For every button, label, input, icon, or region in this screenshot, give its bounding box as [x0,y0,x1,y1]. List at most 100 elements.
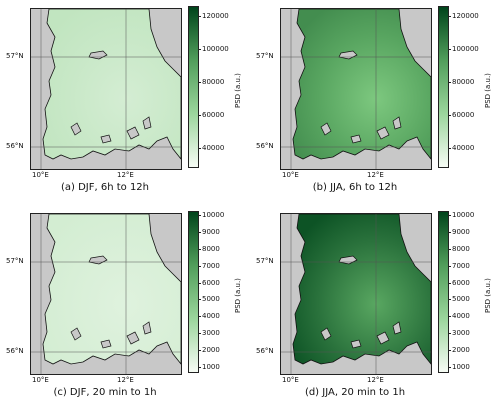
panel-d: 57°N 56°N 10°E 12°E (d) JJA, 20 min to 1h 100… [250,205,500,407]
colorbar [188,6,199,168]
island-4 [100,134,112,144]
colorbar-tick-label: 80000 [452,78,475,86]
colorbar-tick-mark [198,82,201,83]
colorbar-tick-label: 1000 [202,363,220,371]
map-frame [30,213,182,375]
lon-label: 10°E [32,171,49,179]
colorbar-tick-label: 40000 [202,144,225,152]
map-plot [281,9,431,169]
colorbar-tick-mark [448,265,451,267]
colorbar-label: PSD (a.u.) [484,278,492,313]
colorbar-tick-label: 6000 [452,278,470,287]
colorbar-tick-mark [198,316,201,318]
colorbar-tick-label: 6000 [202,278,220,287]
panel-c: 57°N 56°N 10°E 12°E (c) DJF, 20 min to 1h 100… [0,205,250,407]
lat-label: 56°N [6,347,24,355]
map-frame [280,213,432,375]
colorbar-tick-label: 4000 [202,312,220,321]
island-3 [392,321,402,335]
colorbar-tick-mark [198,115,201,116]
colorbar-tick-mark [198,299,201,301]
map-frame [30,8,182,170]
panel-caption: (c) DJF, 20 min to 1h [53,387,157,398]
colorbar-tick-mark [198,231,201,233]
colorbar-tick-label: 100000 [452,45,479,53]
lat-label: 57°N [6,52,24,60]
island-1 [70,327,82,341]
island-1 [320,327,332,341]
colorbar-tick-label: 8000 [452,244,470,253]
island-3 [392,116,402,130]
lon-label: 10°E [282,376,299,384]
colorbar-tick-mark [448,333,451,335]
colorbar-tick-label: 8000 [202,244,220,253]
lat-label: 56°N [256,142,274,150]
colorbar-tick-label: 3000 [202,329,220,338]
colorbar-tick-label: 5000 [202,295,220,304]
panel-b: 57°N 56°N 10°E 12°E (b) JJA, 6h to 12h 120000… [250,0,500,200]
colorbar-tick-mark [448,82,451,83]
island-4 [100,339,112,349]
island-3 [142,116,152,130]
panel-a: 57°N 56°N 10°E 12°E (a) DJF, 6h to 12h 120000… [0,0,250,200]
colorbar-tick-mark [448,49,451,50]
colorbar-tick-mark [198,333,201,335]
lon-label: 12°E [117,171,134,179]
lat-label: 56°N [256,347,274,355]
colorbar-tick-label: 10000 [202,211,225,219]
panel-caption: (d) JJA, 20 min to 1h [304,387,406,398]
island-2 [376,331,390,345]
colorbar-label: PSD (a.u.) [234,73,242,108]
colorbar-tick-mark [448,282,451,284]
island-3 [142,321,152,335]
lat-label: 57°N [6,257,24,265]
colorbar-tick-mark [448,248,451,250]
colorbar-tick-label: 120000 [202,12,229,20]
colorbar-tick-mark [198,248,201,250]
colorbar-tick-label: 80000 [202,78,225,86]
colorbar-tick-mark [198,367,201,368]
map-plot [281,214,431,374]
colorbar-tick-label: 5000 [452,295,470,304]
colorbar-tick-label: 3000 [452,329,470,338]
colorbar-label: PSD (a.u.) [234,278,242,313]
island-4 [350,134,362,144]
colorbar-tick-label: 60000 [452,111,475,119]
map-plot [31,214,181,374]
colorbar-tick-label: 7000 [452,261,470,270]
island-2 [126,126,140,140]
colorbar-tick-mark [198,282,201,284]
lat-label: 57°N [256,257,274,265]
colorbar-tick-mark [448,115,451,116]
island-2 [126,331,140,345]
colorbar-tick-label: 9000 [202,227,220,236]
colorbar-tick-label: 4000 [452,312,470,321]
colorbar [188,211,199,373]
colorbar-tick-mark [198,265,201,267]
colorbar-tick-mark [448,148,451,149]
island-1 [320,122,332,136]
map-frame [280,8,432,170]
island-1 [70,122,82,136]
colorbar-tick-label: 100000 [202,45,229,53]
colorbar-tick-label: 10000 [452,211,475,219]
colorbar-tick-label: 2000 [452,346,470,355]
colorbar-tick-mark [448,367,451,368]
lon-label: 12°E [367,376,384,384]
colorbar-tick-mark [448,231,451,233]
colorbar-tick-label: 120000 [452,12,479,20]
colorbar-tick-mark [198,148,201,149]
colorbar-tick-mark [198,49,201,50]
colorbar [438,211,449,373]
lon-label: 10°E [32,376,49,384]
colorbar-tick-label: 40000 [452,144,475,152]
colorbar-tick-label: 60000 [202,111,225,119]
colorbar-tick-mark [448,299,451,301]
colorbar-tick-mark [448,350,451,352]
colorbar-tick-label: 1000 [452,363,470,371]
colorbar-tick-mark [198,215,201,216]
colorbar-tick-mark [448,316,451,318]
colorbar-tick-mark [198,350,201,352]
colorbar-tick-mark [448,215,451,216]
map-plot [31,9,181,169]
